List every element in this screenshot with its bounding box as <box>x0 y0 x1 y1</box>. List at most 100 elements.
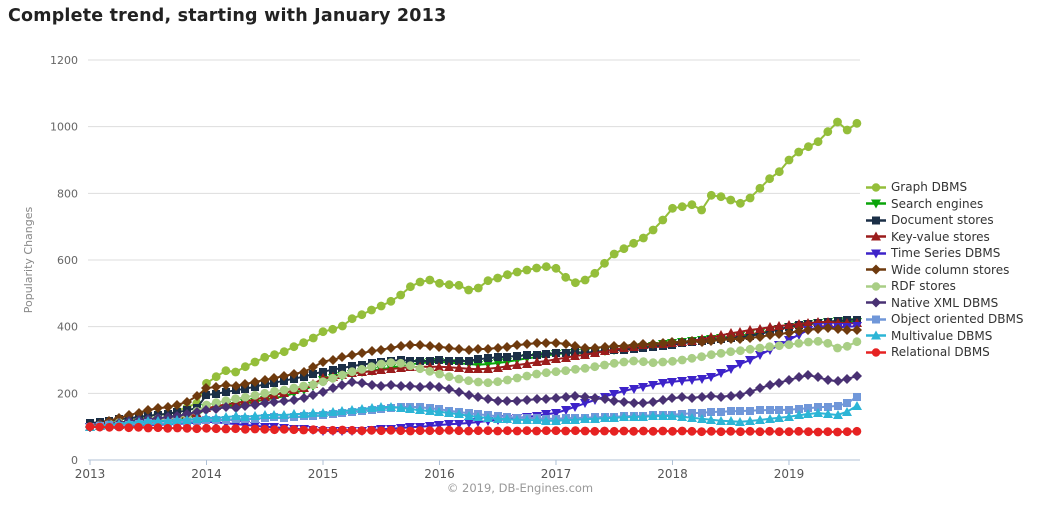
data-point <box>590 426 600 436</box>
data-point <box>357 348 367 358</box>
data-point <box>318 425 328 435</box>
data-point <box>444 408 454 417</box>
legend-item-time-series-dbms[interactable]: Time Series DBMS <box>866 245 1023 262</box>
data-point <box>240 424 250 434</box>
data-point <box>202 423 211 433</box>
data-point <box>260 375 270 385</box>
data-point <box>221 412 231 421</box>
data-point <box>570 403 580 412</box>
data-point <box>852 371 862 381</box>
data-point <box>794 319 804 328</box>
data-point <box>386 343 396 353</box>
legend-item-search-engines[interactable]: Search engines <box>866 196 1023 213</box>
y-axis-title: Popularity Changes <box>22 206 35 313</box>
data-point <box>396 290 406 300</box>
data-point <box>522 426 532 436</box>
legend-marker-triangle-up-icon <box>866 231 886 241</box>
data-point <box>308 380 318 390</box>
data-point <box>338 425 347 435</box>
data-point <box>726 195 736 205</box>
data-point <box>454 420 464 429</box>
data-point <box>434 407 444 416</box>
data-point <box>260 424 270 434</box>
data-point <box>289 409 299 418</box>
data-point <box>124 423 134 433</box>
data-point <box>726 365 736 374</box>
data-point <box>494 353 502 361</box>
data-point <box>473 426 483 436</box>
data-point <box>289 369 299 379</box>
legend-item-relational-dbms[interactable]: Relational DBMS <box>866 344 1023 361</box>
data-point <box>609 358 619 368</box>
data-point <box>464 411 474 420</box>
data-point <box>318 387 328 397</box>
data-point <box>794 410 804 419</box>
data-point <box>415 364 425 374</box>
data-point <box>823 127 833 137</box>
data-point <box>192 424 202 434</box>
data-point <box>600 258 609 268</box>
legend-item-key-value-stores[interactable]: Key-value stores <box>866 229 1023 246</box>
data-point <box>697 352 706 362</box>
data-point <box>484 354 492 362</box>
data-point <box>250 377 260 387</box>
data-point <box>474 355 482 363</box>
data-point <box>590 343 600 353</box>
data-point <box>415 426 425 436</box>
legend-item-document-stores[interactable]: Document stores <box>866 212 1023 229</box>
data-point <box>609 426 619 436</box>
data-point <box>299 381 308 391</box>
data-point <box>464 364 474 373</box>
data-point <box>532 338 542 348</box>
data-point <box>153 403 163 413</box>
data-point <box>173 423 182 433</box>
data-point <box>95 422 105 432</box>
data-point <box>755 343 765 353</box>
series-markers-wide-column-stores <box>85 323 862 432</box>
legend-item-graph-dbms[interactable]: Graph DBMS <box>866 179 1023 196</box>
legend-item-object-oriented-dbms[interactable]: Object oriented DBMS <box>866 311 1023 328</box>
data-point <box>823 427 833 437</box>
legend-item-rdf-stores[interactable]: RDF stores <box>866 278 1023 295</box>
data-point <box>105 422 114 432</box>
data-point <box>541 368 551 378</box>
data-point <box>386 358 396 368</box>
data-point <box>299 425 308 435</box>
data-point <box>755 415 765 424</box>
data-point <box>687 376 697 385</box>
data-point <box>328 407 338 416</box>
data-point <box>658 426 668 436</box>
data-point <box>756 406 764 414</box>
data-point <box>512 373 522 383</box>
data-point <box>386 380 396 390</box>
data-point <box>483 276 493 286</box>
data-point <box>172 415 182 424</box>
data-point <box>211 413 221 422</box>
data-point <box>211 424 221 434</box>
legend-marker-diamond-icon <box>866 264 886 275</box>
legend-label: Native XML DBMS <box>891 295 999 310</box>
legend: Graph DBMS Search engines Document stores K… <box>866 179 1023 361</box>
data-point <box>338 321 347 331</box>
data-point <box>289 425 299 435</box>
legend-item-multivalue-dbms[interactable]: Multivalue DBMS <box>866 328 1023 345</box>
legend-item-native-xml-dbms[interactable]: Native XML DBMS <box>866 295 1023 312</box>
data-point <box>211 382 221 392</box>
legend-item-wide-column-stores[interactable]: Wide column stores <box>866 262 1023 279</box>
data-point <box>231 394 241 404</box>
data-point <box>493 377 503 387</box>
data-point <box>221 402 231 412</box>
data-point <box>639 426 648 436</box>
data-point <box>493 273 503 283</box>
data-point <box>687 413 697 422</box>
data-point <box>600 360 609 370</box>
data-point <box>367 305 376 315</box>
data-point <box>367 346 377 356</box>
data-point <box>415 277 425 287</box>
data-point <box>464 419 474 428</box>
data-point <box>338 370 347 380</box>
data-point <box>766 406 774 414</box>
data-point <box>250 390 260 400</box>
data-point <box>250 411 260 420</box>
data-point <box>745 325 755 334</box>
